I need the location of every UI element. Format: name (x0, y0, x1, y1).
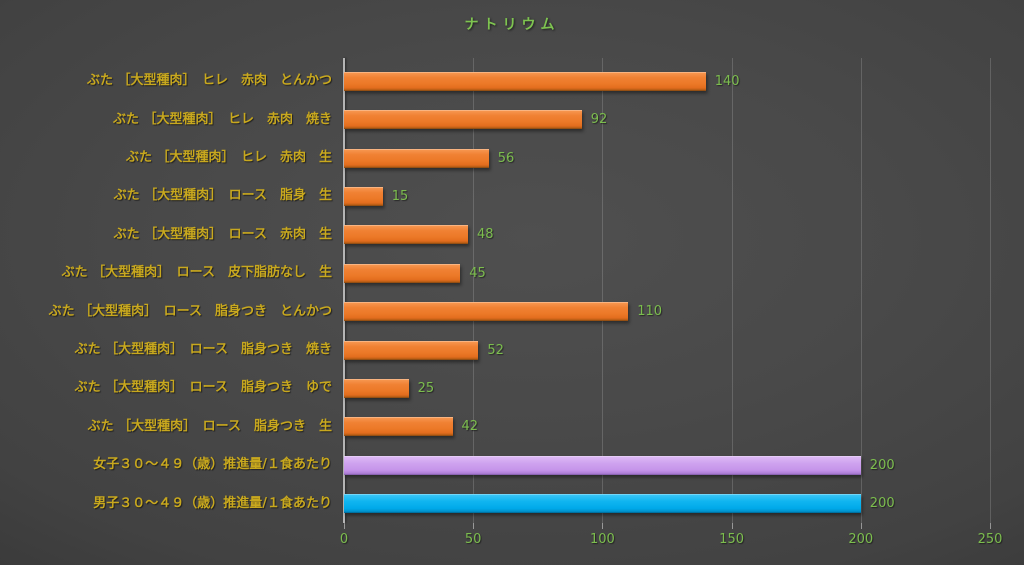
value-label: 92 (590, 112, 608, 128)
y-axis-line (343, 58, 345, 523)
category-label: ぶた ［大型種肉］ ロース 脂身つき ゆで (74, 380, 332, 396)
value-label: 56 (497, 150, 515, 166)
x-axis-label-150: 150 (719, 532, 744, 547)
bar-orange (344, 340, 479, 360)
axis-tick-50 (473, 523, 475, 529)
axis-tick-100 (602, 523, 604, 529)
bar-orange (344, 71, 706, 91)
axis-tick-250 (990, 523, 991, 529)
gridline-x-150 (731, 58, 733, 523)
value-label: 140 (714, 73, 740, 89)
axis-tick-150 (731, 523, 733, 529)
value-label: 25 (417, 380, 435, 396)
axis-tick-200 (860, 523, 862, 529)
category-label: 女子３０～４９（歳）推進量/１食あたり (93, 457, 332, 473)
value-label: 15 (391, 188, 409, 204)
x-axis-label-50: 50 (464, 532, 482, 547)
gridline-x-50 (473, 58, 475, 523)
bar-blue (344, 494, 861, 514)
bar-purple (344, 455, 861, 475)
category-label: ぶた ［大型種肉］ ロース 赤肉 生 (113, 226, 332, 242)
bar-orange (344, 186, 383, 206)
bar-orange (344, 263, 461, 283)
bar-orange (344, 378, 409, 398)
category-label: ぶた ［大型種肉］ ロース 皮下脂肪なし 生 (61, 265, 332, 281)
bar-orange (344, 148, 489, 168)
category-label: 男子３０～４９（歳）推進量/１食あたり (93, 495, 332, 511)
chart-title: ナトリウム (464, 17, 560, 33)
axis-tick-0 (344, 523, 345, 529)
x-axis-label-0: 0 (339, 532, 349, 547)
bar-orange (344, 302, 629, 322)
value-label: 200 (869, 457, 895, 473)
value-label: 200 (869, 496, 895, 512)
category-label: ぶた ［大型種肉］ ヒレ 赤肉 焼き (112, 111, 332, 127)
category-label: ぶた ［大型種肉］ ロース 脂身つき 生 (87, 418, 332, 434)
bar-orange (344, 417, 453, 437)
category-label: ぶた ［大型種肉］ ヒレ 赤肉 とんかつ (86, 73, 332, 89)
x-axis-label-100: 100 (589, 532, 615, 547)
gridline-x-200 (860, 58, 862, 523)
bar-orange (344, 225, 469, 245)
value-label: 48 (477, 227, 494, 243)
x-axis-label-250: 250 (977, 532, 1003, 547)
value-label: 42 (461, 419, 479, 435)
category-label: ぶた ［大型種肉］ ロース 脂身つき 焼き (74, 342, 332, 357)
category-label: ぶた ［大型種肉］ ロース 脂身つき とんかつ (48, 303, 332, 319)
category-label: ぶた ［大型種肉］ ヒレ 赤肉 生 (125, 150, 332, 165)
gridline-x-100 (602, 58, 604, 523)
value-label: 45 (469, 265, 486, 281)
gridline-x-250 (990, 58, 991, 523)
value-label: 110 (637, 304, 663, 320)
bar-orange (344, 110, 582, 130)
x-axis-label-200: 200 (848, 532, 874, 547)
category-label: ぶた ［大型種肉］ ロース 脂身 生 (113, 188, 332, 204)
value-label: 52 (487, 342, 504, 358)
